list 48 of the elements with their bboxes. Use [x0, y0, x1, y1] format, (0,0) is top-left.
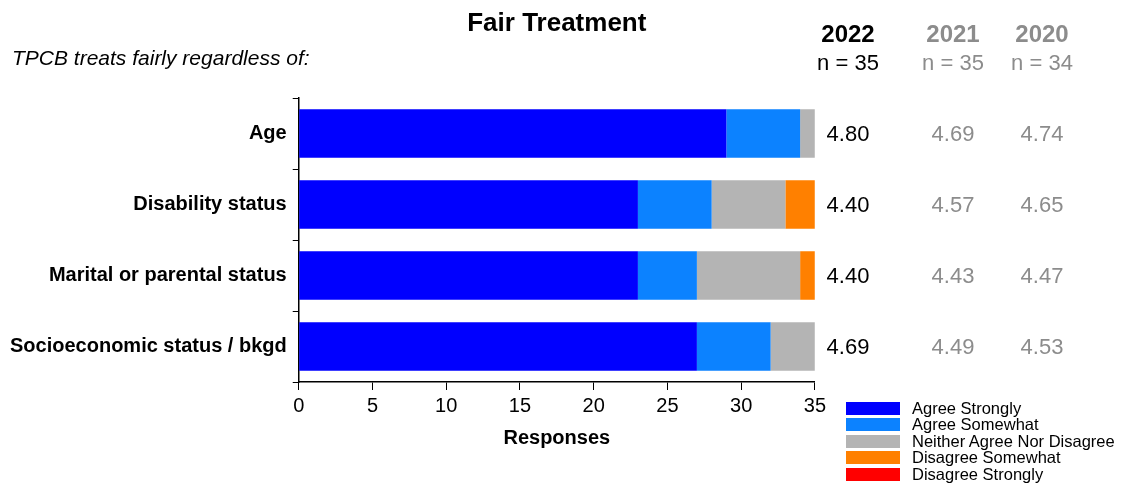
- bar: [696, 322, 771, 371]
- text: 4.65: [1019, 191, 1065, 218]
- bar: [800, 251, 815, 300]
- bar: [711, 180, 786, 229]
- legend-label: Agree Strongly: [912, 398, 1022, 418]
- text: 4.43: [930, 262, 976, 289]
- y-tick-label: Disability status: [133, 192, 287, 215]
- x-axis-title: Responses: [503, 425, 611, 448]
- x-tick-label: 0: [293, 393, 305, 416]
- x-tick-label: 20: [582, 393, 605, 416]
- text: 4.80: [825, 120, 871, 147]
- text: 4.47: [1019, 262, 1065, 289]
- text: 4.49: [930, 333, 976, 360]
- text: 4.40: [825, 191, 871, 218]
- y-tick-label: Socioeconomic status / bkgd: [10, 334, 287, 357]
- x-tick-label: 5: [366, 393, 379, 416]
- legend-label: 2022: [820, 20, 876, 48]
- bar: [299, 322, 697, 371]
- text: 4.53: [1019, 333, 1065, 360]
- text: 4.74: [1019, 120, 1065, 147]
- bar: [726, 109, 801, 158]
- text: n = 35: [816, 50, 880, 76]
- y-tick-label: Age: [248, 121, 287, 144]
- text: n = 35: [921, 50, 985, 76]
- x-tick-label: 15: [508, 393, 532, 416]
- bar: [299, 109, 727, 158]
- x-tick-label: 25: [656, 393, 679, 416]
- text: 4.57: [930, 191, 976, 218]
- bar: [785, 180, 815, 229]
- chart-title: Fair Treatment: [467, 7, 647, 38]
- bar: [637, 180, 712, 229]
- x-tick-label: 35: [803, 393, 826, 416]
- bar: [800, 109, 815, 158]
- bar: [299, 251, 638, 300]
- text: 4.69: [930, 120, 976, 147]
- bar: [637, 251, 697, 300]
- legend-label: 2021: [925, 20, 981, 48]
- x-tick-label: 10: [435, 393, 458, 416]
- bar: [770, 322, 815, 371]
- chart-subtitle: TPCB treats fairly regardless of:: [12, 46, 310, 70]
- text: 4.69: [825, 333, 871, 360]
- bar: [696, 251, 801, 300]
- x-tick-label: 30: [730, 393, 753, 416]
- legend-label: 2020: [1014, 20, 1070, 48]
- text: n = 34: [1010, 50, 1074, 76]
- bar: [299, 180, 638, 229]
- text: 4.40: [825, 262, 871, 289]
- y-tick-label: Marital or parental status: [48, 263, 287, 286]
